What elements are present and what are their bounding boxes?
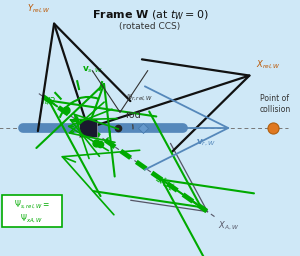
Text: $\psi_{r,rel,W}$: $\psi_{r,rel,W}$	[126, 92, 153, 103]
Text: rod: rod	[125, 110, 141, 120]
Text: $\Psi_{s,rel,W}=$: $\Psi_{s,rel,W}=$	[14, 199, 50, 211]
Text: $X_{rel,W}$: $X_{rel,W}$	[256, 59, 281, 71]
Text: slot: slot	[153, 173, 176, 193]
Text: $\mathbf{v}_{s,W}$: $\mathbf{v}_{s,W}$	[82, 65, 103, 75]
Text: Point of
collision: Point of collision	[260, 94, 291, 114]
FancyBboxPatch shape	[79, 119, 97, 137]
Text: $\mathbf{v}_{r,W}$: $\mathbf{v}_{r,W}$	[196, 138, 216, 148]
Text: $Y_{rel,W}$: $Y_{rel,W}$	[27, 2, 50, 15]
FancyBboxPatch shape	[2, 195, 62, 227]
Text: $\mathbf{Frame\ W}$ (at $t_W = 0$): $\mathbf{Frame\ W}$ (at $t_W = 0$)	[92, 8, 208, 22]
Text: $\Psi_{xA,W}$: $\Psi_{xA,W}$	[20, 212, 44, 225]
Text: $X_{A,W}$: $X_{A,W}$	[218, 220, 239, 232]
Text: $\pi/2$: $\pi/2$	[40, 94, 56, 105]
Text: (rotated CCS): (rotated CCS)	[119, 22, 181, 31]
